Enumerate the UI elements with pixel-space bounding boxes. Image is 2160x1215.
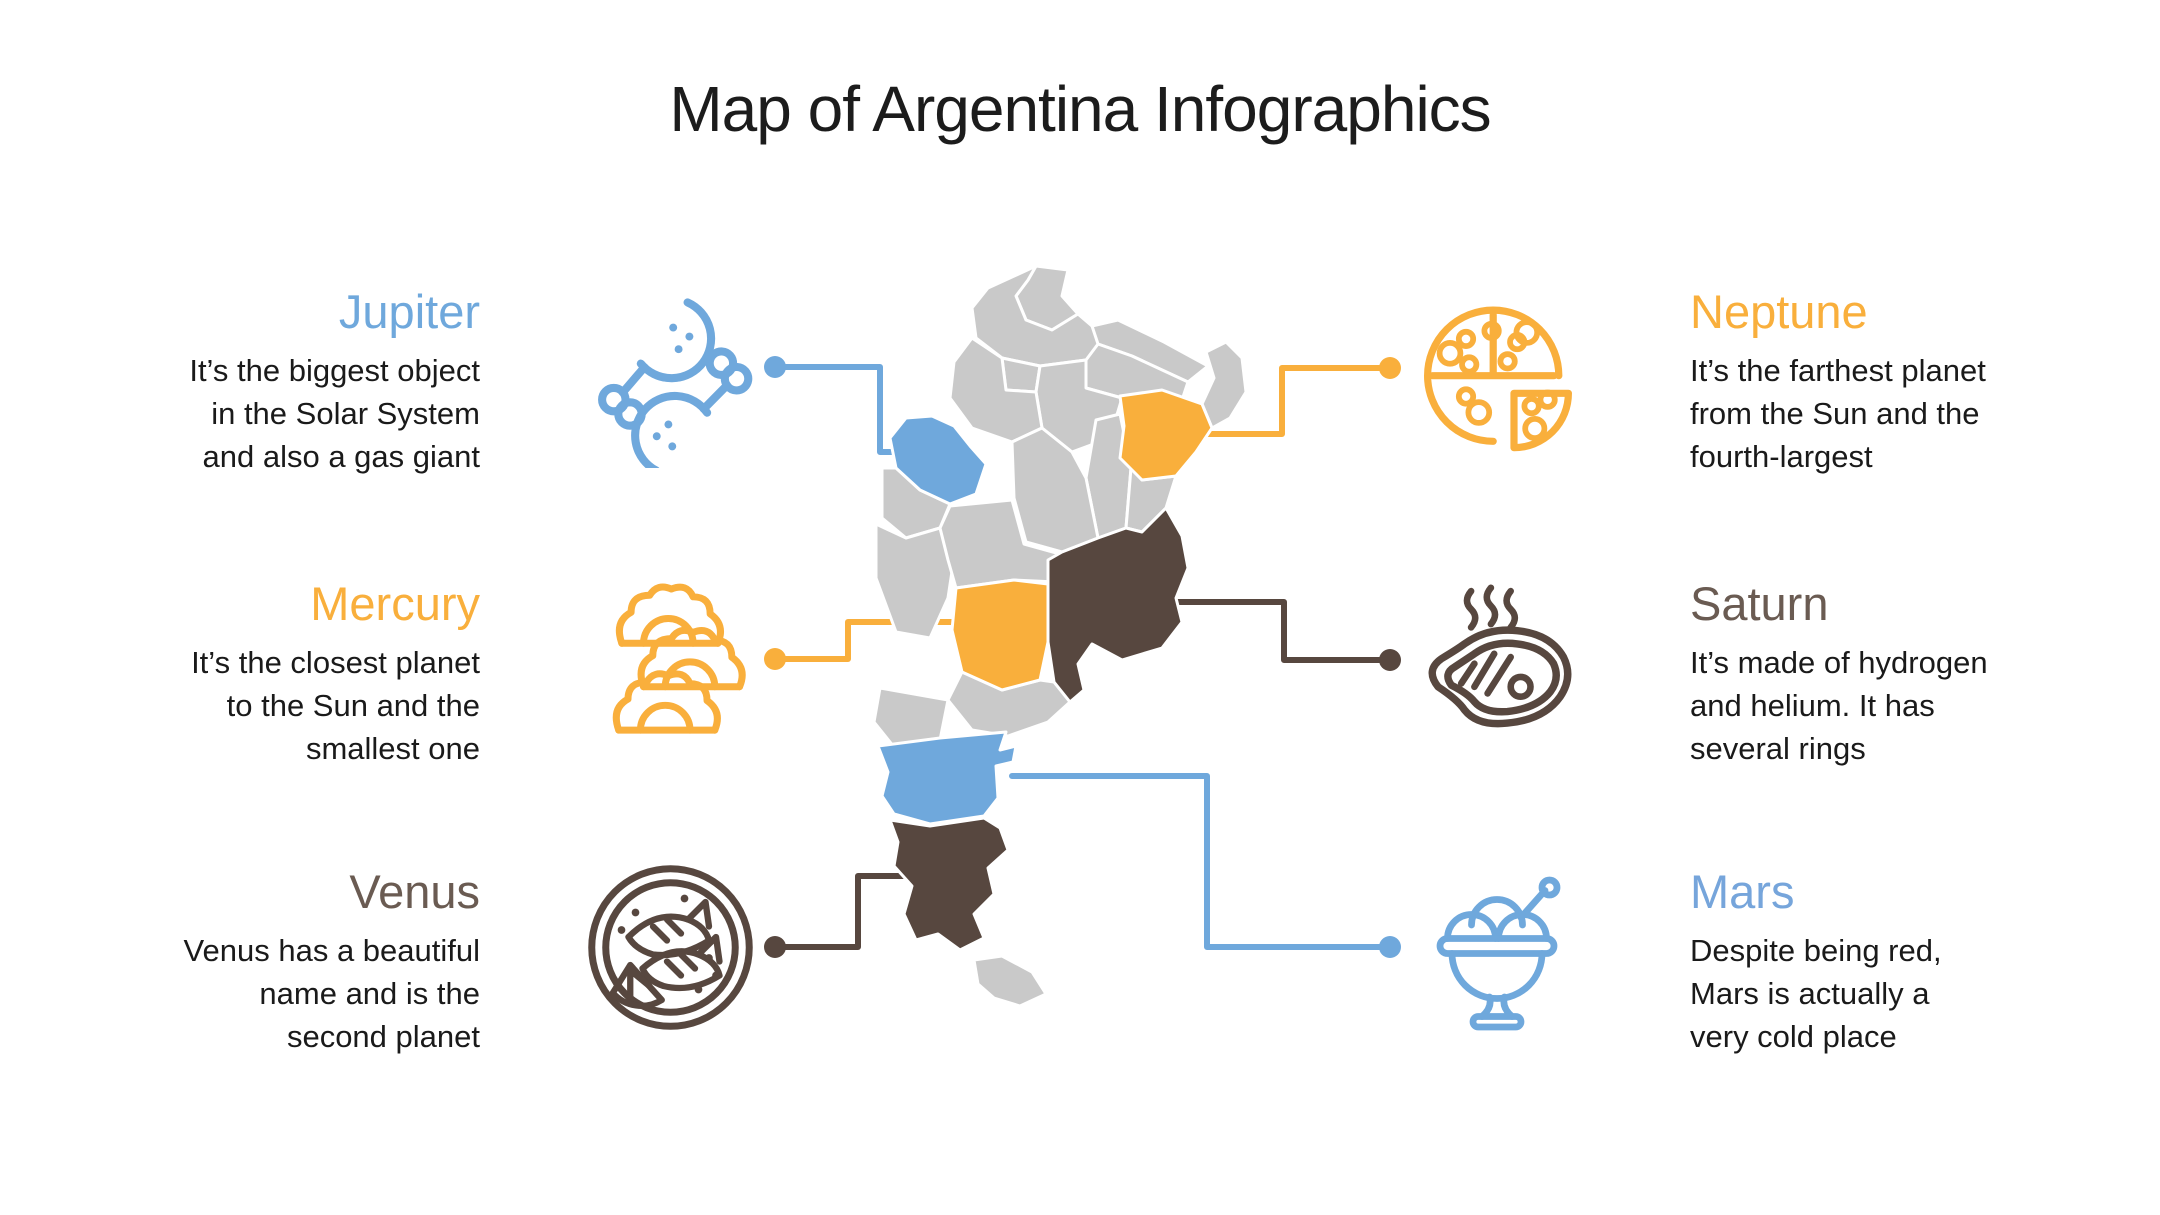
section-title-jupiter: Jupiter bbox=[338, 285, 480, 338]
section-saturn: Saturn It’s made of hydrogen and helium.… bbox=[1690, 577, 2070, 770]
section-mars: Mars Despite being red, Mars is actually… bbox=[1690, 865, 2070, 1058]
page-title: Map of Argentina Infographics bbox=[669, 73, 1491, 145]
map-province bbox=[874, 522, 956, 640]
section-title-mars: Mars bbox=[1690, 865, 1795, 918]
section-mercury: Mercury It’s the closest planet to the S… bbox=[100, 577, 480, 770]
section-description-mars: Despite being red, Mars is actually a ve… bbox=[1690, 932, 1942, 1054]
connector-dot bbox=[764, 356, 786, 378]
connector-dot bbox=[764, 648, 786, 670]
section-title-neptune: Neptune bbox=[1690, 285, 1868, 338]
section-title-venus: Venus bbox=[349, 865, 480, 918]
pizza-icon bbox=[1418, 298, 1578, 463]
connector-dot bbox=[1379, 936, 1401, 958]
map-region-mercury bbox=[950, 578, 1050, 692]
map-provinces bbox=[872, 264, 1248, 1008]
steak-icon bbox=[1415, 578, 1580, 756]
map-region-mars bbox=[876, 730, 1018, 826]
section-title-saturn: Saturn bbox=[1690, 577, 1829, 630]
seafood-plate-icon bbox=[583, 860, 758, 1035]
section-description-venus: Venus has a beautiful name and is the se… bbox=[183, 932, 480, 1054]
section-description-mercury: It’s the closest planet to the Sun and t… bbox=[191, 644, 480, 766]
section-jupiter: Jupiter It’s the biggest object in the S… bbox=[100, 285, 480, 478]
map-region-jupiter bbox=[888, 414, 988, 506]
section-description-neptune: It’s the farthest planet from the Sun an… bbox=[1690, 352, 1986, 474]
section-venus: Venus Venus has a beautiful name and is … bbox=[100, 865, 480, 1058]
map-highlighted-provinces bbox=[876, 388, 1214, 952]
connector-dot bbox=[1379, 649, 1401, 671]
ice-cream-sundae-icon bbox=[1422, 866, 1572, 1041]
empanadas-icon bbox=[597, 580, 752, 750]
section-neptune: Neptune It’s the farthest planet from th… bbox=[1690, 285, 2070, 478]
connector-dot bbox=[1379, 357, 1401, 379]
map-region-saturn bbox=[1046, 506, 1190, 704]
connector-saturn bbox=[1169, 599, 1401, 671]
connector-mars bbox=[1009, 773, 1401, 958]
map-province bbox=[1200, 340, 1248, 430]
map-province bbox=[972, 954, 1048, 1008]
section-description-jupiter: It’s the biggest object in the Solar Sys… bbox=[189, 352, 480, 474]
section-description-saturn: It’s made of hydrogen and helium. It has… bbox=[1690, 644, 1988, 766]
connector-neptune bbox=[1177, 357, 1401, 437]
connector-dot bbox=[764, 936, 786, 958]
map-region-venus bbox=[888, 816, 1010, 952]
section-title-mercury: Mercury bbox=[310, 577, 480, 630]
map-region-neptune bbox=[1118, 388, 1214, 482]
connector-venus bbox=[764, 873, 907, 958]
drumsticks-icon bbox=[585, 288, 765, 468]
